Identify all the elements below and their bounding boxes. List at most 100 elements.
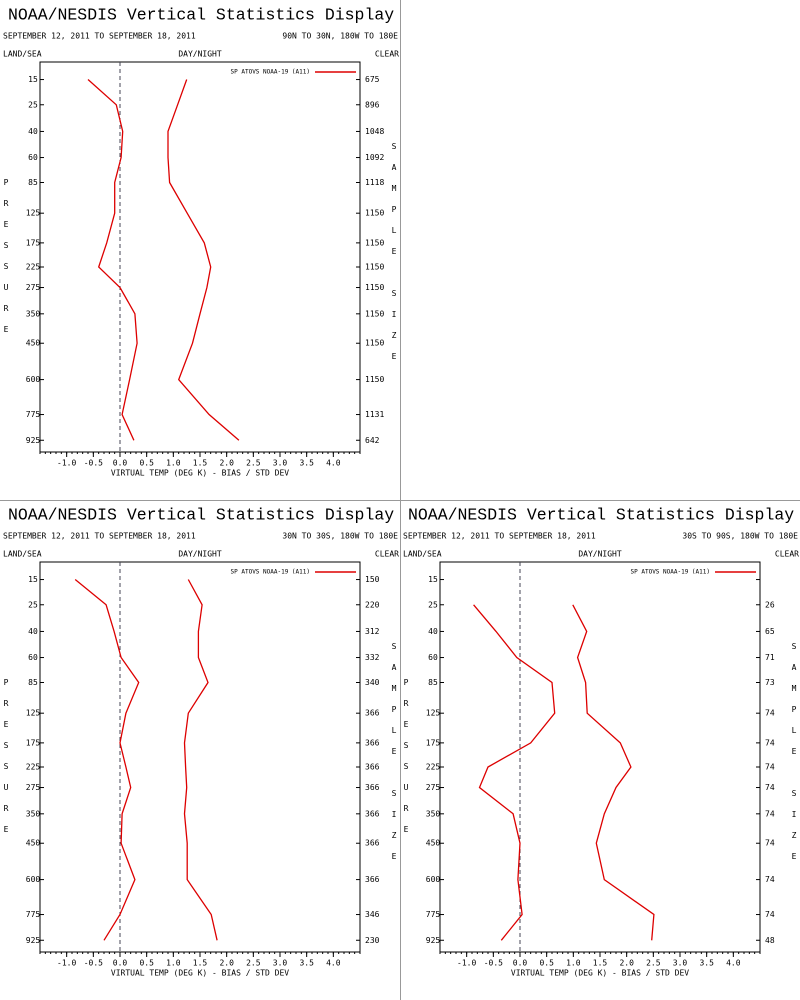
legend-label: SP ATOVS NOAA-19 (A11) (231, 569, 310, 576)
y-tick-label: 925 (26, 936, 41, 945)
y-tick-label: 40 (428, 627, 438, 636)
sample-size-label: 74 (765, 762, 775, 771)
x-tick-label: 2.5 (246, 459, 261, 468)
sample-size-label: 675 (365, 75, 380, 84)
region: 30S TO 90S, 180W TO 180E (682, 532, 798, 541)
sample-size-label: 366 (365, 809, 380, 818)
x-tick-label: -0.5 (84, 959, 103, 968)
chart-panel: NOAA/NESDIS Vertical Statistics Display S… (403, 505, 799, 977)
x-tick-label: 2.5 (646, 959, 661, 968)
x-tick-label: 4.0 (326, 959, 341, 968)
x-tick-label: 0.0 (113, 459, 128, 468)
header-label: LAND/SEA (403, 550, 442, 559)
header-label: DAY/NIGHT (178, 550, 222, 559)
y-tick-label: 925 (26, 436, 41, 445)
x-tick-label: -0.5 (84, 459, 103, 468)
y-tick-label: 175 (26, 238, 41, 247)
series-line (473, 604, 556, 941)
y-tick-label: 85 (428, 678, 438, 687)
x-tick-label: 1.5 (193, 459, 208, 468)
x-tick-label: 1.0 (166, 959, 181, 968)
y-tick-label: 25 (28, 600, 38, 609)
x-tick-label: 4.0 (726, 959, 741, 968)
chart-panel: NOAA/NESDIS Vertical Statistics Display S… (3, 505, 399, 977)
sample-size-label: 65 (765, 627, 775, 636)
sample-size-label: 1048 (365, 127, 384, 136)
sample-size-label: 1131 (365, 410, 384, 419)
y-tick-label: 60 (28, 653, 38, 662)
x-tick-label: 0.0 (513, 959, 528, 968)
y-tick-label: 125 (26, 709, 41, 718)
header-label: CLEAR (775, 550, 799, 559)
chart-title: NOAA/NESDIS Vertical Statistics Display (8, 505, 394, 524)
x-tick-label: 0.5 (139, 459, 154, 468)
header-label: LAND/SEA (3, 550, 42, 559)
sample-size-label: 366 (365, 709, 380, 718)
chart-title: NOAA/NESDIS Vertical Statistics Display (408, 505, 794, 524)
header-label: DAY/NIGHT (578, 550, 622, 559)
sample-size-label: 230 (365, 936, 380, 945)
y-tick-label: 450 (426, 839, 441, 848)
x-tick-label: 0.5 (139, 959, 154, 968)
x-tick-label: 3.5 (299, 959, 314, 968)
y-tick-label: 450 (26, 839, 41, 848)
x-tick-label: 2.0 (219, 459, 234, 468)
x-tick-label: 1.0 (566, 959, 581, 968)
y-tick-label: 60 (28, 153, 38, 162)
y-tick-label: 600 (26, 375, 41, 384)
y-tick-label: 125 (426, 709, 441, 718)
x-tick-label: -1.0 (57, 959, 76, 968)
x-tick-label: 2.5 (246, 959, 261, 968)
series-line (167, 79, 240, 441)
header-label: LAND/SEA (3, 50, 42, 59)
y-tick-label: 60 (428, 653, 438, 662)
sample-size-label: 74 (765, 709, 775, 718)
sample-size-label: 332 (365, 653, 380, 662)
sample-size-label: 74 (765, 738, 775, 747)
y-tick-label: 225 (26, 262, 41, 271)
sample-size-label: 366 (365, 738, 380, 747)
sample-size-label: 366 (365, 783, 380, 792)
y-tick-label: 85 (28, 178, 38, 187)
sample-size-label: 1118 (365, 178, 384, 187)
y-tick-label: 25 (28, 100, 38, 109)
sample-size-label: 340 (365, 678, 380, 687)
y-tick-label: 85 (28, 678, 38, 687)
sample-size-label: 150 (365, 575, 380, 584)
x-tick-label: 0.0 (113, 959, 128, 968)
y-tick-label: 40 (28, 127, 38, 136)
y-tick-label: 775 (26, 410, 41, 419)
series-line (87, 79, 138, 441)
header-label: CLEAR (375, 550, 399, 559)
y-tick-label: 25 (428, 600, 438, 609)
y-tick-label: 775 (426, 910, 441, 919)
subtitle: SEPTEMBER 12, 2011 TO SEPTEMBER 18, 2011 (3, 532, 196, 541)
y-tick-label: 15 (28, 75, 38, 84)
y-tick-label: 40 (28, 627, 38, 636)
subtitle: SEPTEMBER 12, 2011 TO SEPTEMBER 18, 2011 (403, 532, 596, 541)
sample-size-label: 74 (765, 783, 775, 792)
x-tick-label: 1.5 (593, 959, 608, 968)
sample-size-label: 1150 (365, 375, 384, 384)
y-tick-label: 600 (426, 875, 441, 884)
y-tick-label: 600 (26, 875, 41, 884)
sample-size-label: 74 (765, 910, 775, 919)
y-tick-label: 450 (26, 339, 41, 348)
x-tick-label: 4.0 (326, 459, 341, 468)
sample-size-label: 1092 (365, 153, 384, 162)
sample-size-label: 220 (365, 600, 380, 609)
x-tick-label: 3.0 (673, 959, 688, 968)
y-tick-label: 225 (426, 762, 441, 771)
x-tick-label: 3.5 (299, 459, 314, 468)
y-tick-label: 15 (428, 575, 438, 584)
sample-size-label: 366 (365, 875, 380, 884)
y-tick-label: 925 (426, 936, 441, 945)
sample-size-label: 74 (765, 839, 775, 848)
y-tick-label: 275 (26, 283, 41, 292)
sample-size-label: 1150 (365, 339, 384, 348)
